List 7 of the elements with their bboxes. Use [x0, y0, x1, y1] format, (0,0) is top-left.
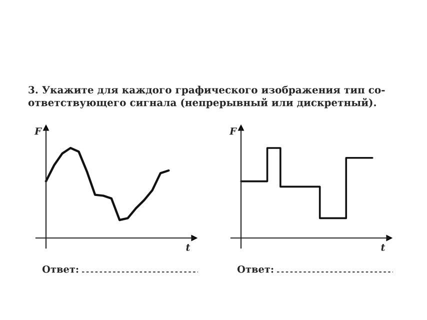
x-axis-title: t: [186, 244, 190, 251]
text: Ответ:: [42, 265, 78, 273]
x-axis-title: t: [381, 244, 386, 251]
text: 3. Укажите для каждого графического изображения тип со- ответствующего сигнала (непрерывный или дискретный).: [28, 86, 385, 108]
text: Ответ:: [237, 265, 274, 273]
y-axis-title: F: [34, 128, 42, 135]
y-axis-title: F: [229, 128, 238, 135]
